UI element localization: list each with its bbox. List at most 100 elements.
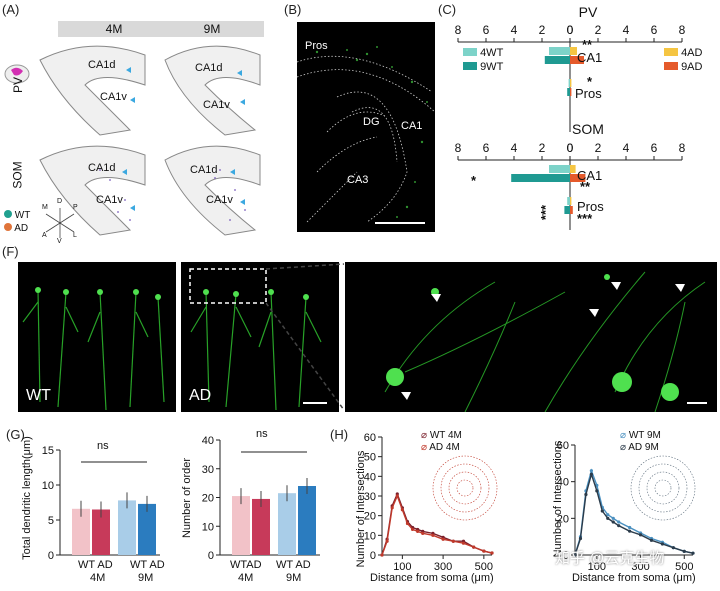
h-right-point-0 <box>611 516 615 520</box>
brain-icon <box>4 62 30 86</box>
h-left-point-1 <box>472 545 476 549</box>
som-right-tick-label: 0 <box>567 141 574 155</box>
h-right-point-1 <box>584 492 588 497</box>
h-right-point-1 <box>606 516 610 520</box>
label-ca1v-som-9m: CA1v <box>206 194 233 206</box>
g-left-tick-label: 10 <box>42 480 54 492</box>
zoom-lines <box>266 263 345 411</box>
som-ca1-left-stars: * <box>471 173 477 188</box>
scale-bar-ad <box>303 402 327 404</box>
som-bar-wt9-pros <box>564 206 570 214</box>
neurons-zoom <box>384 271 706 412</box>
g-left-bar-wt4 <box>72 508 90 555</box>
h-left-point-1 <box>410 527 415 532</box>
h-right-legend-ad: ⌀ AD 9M <box>620 442 659 453</box>
h-right-point-1 <box>595 489 599 493</box>
g-left-ns: ns <box>97 440 109 452</box>
panel-g-chart: 0 5 10 15 0 10 20 30 40 <box>42 435 320 562</box>
g-right-tick-label: 20 <box>202 493 214 505</box>
som-bar-ad4-pros <box>570 197 572 205</box>
h-left-legend-wt: ⌀ WT 4M <box>421 430 462 441</box>
som-left-tick-label: 4 <box>511 141 518 155</box>
som-left-tick-label: 6 <box>483 141 490 155</box>
pv-title: PV <box>578 4 598 20</box>
c-legend-9ad: 9AD <box>664 61 702 73</box>
panel-h-chart: 0 10 20 30 40 50 60 100 300 500 0 20 40 60 100 300 500 <box>364 432 696 573</box>
h-left-line-1 <box>381 494 493 556</box>
pv-right-tick-label: 4 <box>623 23 630 37</box>
g-right-tick-label: 30 <box>202 464 214 476</box>
legend-wt-dot <box>4 210 12 218</box>
h-right-point-1 <box>573 553 577 557</box>
label-ca1v-som-4m: CA1v <box>96 194 123 206</box>
som-bar-ad9-pros <box>570 206 573 214</box>
h-left-point-1 <box>395 494 399 498</box>
h-right-legend-ad-text: AD 9M <box>628 442 659 453</box>
h-right-point-0 <box>617 520 621 524</box>
som-left-tick-label: 2 <box>539 141 546 155</box>
h-left-point-1 <box>416 529 420 533</box>
green-cells <box>315 46 428 218</box>
scale-bar-zoom <box>687 402 707 404</box>
g-right-xlabel-9m: WT AD <box>276 559 311 571</box>
som-left-tick-label: 8 <box>455 141 462 155</box>
label-ca1: CA1 <box>401 120 423 132</box>
h-right-ytick-label: 60 <box>557 440 569 452</box>
som-right-tick-label: 6 <box>651 141 658 155</box>
g-right-xlabel-4m: WTAD <box>230 559 262 571</box>
c-legend-9ad-text: 9AD <box>681 61 703 73</box>
watermark: 知乎 @云克生物 <box>555 550 665 567</box>
som-bar-wt9-ca1 <box>511 174 570 182</box>
g-left-bar-ad9 <box>138 503 156 555</box>
h-right-chart: 0 20 40 60 100 300 500 <box>557 440 695 573</box>
arrowhead-markers <box>401 282 685 400</box>
label-ad: AD <box>189 387 212 404</box>
pv-right-tick-label: 0 <box>567 23 574 37</box>
g-left-tick-label: 15 <box>42 445 54 457</box>
g-right-tick-label: 10 <box>202 521 214 533</box>
pv-ca1-label: CA1 <box>577 50 603 65</box>
h-left-point-1 <box>431 533 435 537</box>
g-right-bar-ad4 <box>252 498 270 555</box>
h-right-ytick-label: 20 <box>557 513 569 525</box>
h-right-legend-wt: ⌀ WT 9M <box>620 430 661 441</box>
h-left-point-1 <box>385 539 389 543</box>
som-pros-stars: *** <box>577 211 593 226</box>
section-pv-4m <box>39 45 146 136</box>
som-right-tick-label: 8 <box>679 141 686 155</box>
som-right-tick-label: 2 <box>595 141 602 155</box>
g-right-group-4m: 4M <box>238 572 254 584</box>
pv-left-tick-label: 6 <box>483 23 490 37</box>
h-left-point-1 <box>421 531 425 535</box>
h-left-point-1 <box>482 549 486 553</box>
column-header-9m: 9M <box>160 21 264 37</box>
confocal-image-b: Pros DG CA1 CA3 <box>297 22 435 232</box>
h-right-legend-wt-text: WT 9M <box>628 430 661 441</box>
h-left-chart: 0 10 20 30 40 50 60 100 300 500 <box>364 432 494 573</box>
label-wt: WT <box>26 387 51 404</box>
zoom-box <box>189 268 267 304</box>
h-left-ytick-label: 50 <box>364 452 376 464</box>
pv-right-tick-label: 8 <box>679 23 686 37</box>
h-left-ytick-label: 10 <box>364 530 376 542</box>
confocal-image-zoom <box>345 262 717 412</box>
g-right-tick-label: 0 <box>208 550 214 562</box>
g-right-bar-wt4 <box>232 496 250 555</box>
som-bar-ad4-ca1 <box>570 165 576 173</box>
h-left-point-1 <box>461 541 466 545</box>
row-label-pv: PV <box>11 76 26 94</box>
h-left-xtick-label: 100 <box>393 561 411 573</box>
som-ca1-label: CA1 <box>577 168 603 183</box>
g-left-bar-wt9 <box>118 500 136 555</box>
som-ca1-stars: ** <box>580 179 591 194</box>
h-right-point-1 <box>611 520 615 524</box>
g-right-group-9m: 9M <box>286 572 302 584</box>
axis-m: M <box>42 204 48 211</box>
h-left-point-1 <box>400 508 404 512</box>
g-left-tick-label: 5 <box>48 515 54 527</box>
label-ca1d-som-9m: CA1d <box>190 164 218 176</box>
h-left-ytick-label: 0 <box>370 550 376 562</box>
pv-ca1-stars: ** <box>582 37 593 52</box>
h-left-line-0 <box>381 492 493 556</box>
h-right-line-0 <box>574 468 694 556</box>
